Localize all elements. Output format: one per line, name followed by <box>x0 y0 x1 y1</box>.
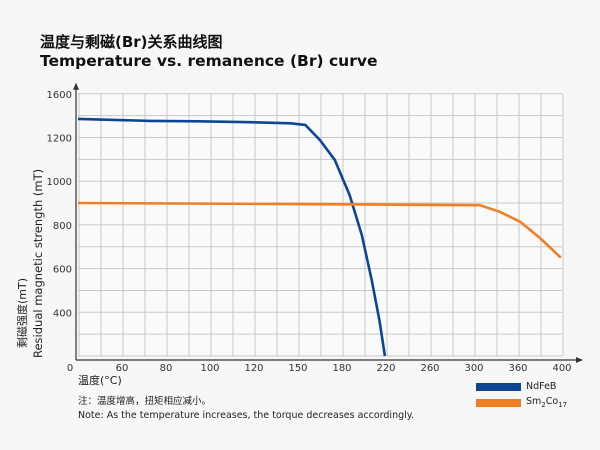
y-axis-arrow <box>73 82 79 90</box>
x-tick-label: 120 <box>244 363 263 374</box>
y-axis-label-en: Residual magnetic strength (mT) <box>31 168 45 358</box>
series-line-sm2co17 <box>77 201 562 259</box>
legend-item-sm2co17: Sm2Co17 <box>476 396 567 411</box>
note-en: Note: As the temperature increases, the … <box>78 410 415 421</box>
x-tick-label: 260 <box>420 363 439 374</box>
origin-label: 0 <box>67 363 73 374</box>
y-axis-label-cn: 剩磁强度(mT) <box>16 277 29 348</box>
x-tick-label: 150 <box>288 363 307 374</box>
series-line-ndfeb <box>77 117 387 357</box>
y-tick-label: 600 <box>53 265 72 276</box>
legend-label: NdFeB <box>526 381 557 392</box>
y-tick-label: 1000 <box>47 177 72 188</box>
chart-title-cn: 温度与剩磁(Br)关系曲线图 <box>40 33 223 51</box>
chart-title-en: Temperature vs. remanence (Br) curve <box>40 52 378 70</box>
x-axis-label: 温度(°C) <box>78 374 122 387</box>
y-tick-label: 400 <box>53 308 72 319</box>
y-tick-label: 1600 <box>47 90 72 101</box>
x-tick-label: 300 <box>464 363 483 374</box>
x-tick-label: 180 <box>332 363 351 374</box>
x-axis-arrow <box>576 357 583 363</box>
note-cn: 注：温度增高，扭矩相应减小。 <box>78 396 212 407</box>
legend-swatch <box>476 382 521 391</box>
y-tick-label: 1200 <box>47 134 72 145</box>
x-tick-label: 220 <box>376 363 395 374</box>
legend-label: Sm2Co17 <box>526 396 568 409</box>
x-tick-label: 400 <box>552 363 571 374</box>
x-tick-label: 100 <box>200 363 219 374</box>
x-tick-label: 80 <box>160 363 173 374</box>
legend-item-ndfeb: NdFeB <box>476 381 556 392</box>
y-tick-label: 800 <box>53 221 72 232</box>
legend-swatch <box>476 399 521 408</box>
x-tick-label: 360 <box>508 363 527 374</box>
x-tick-label: 60 <box>116 363 129 374</box>
